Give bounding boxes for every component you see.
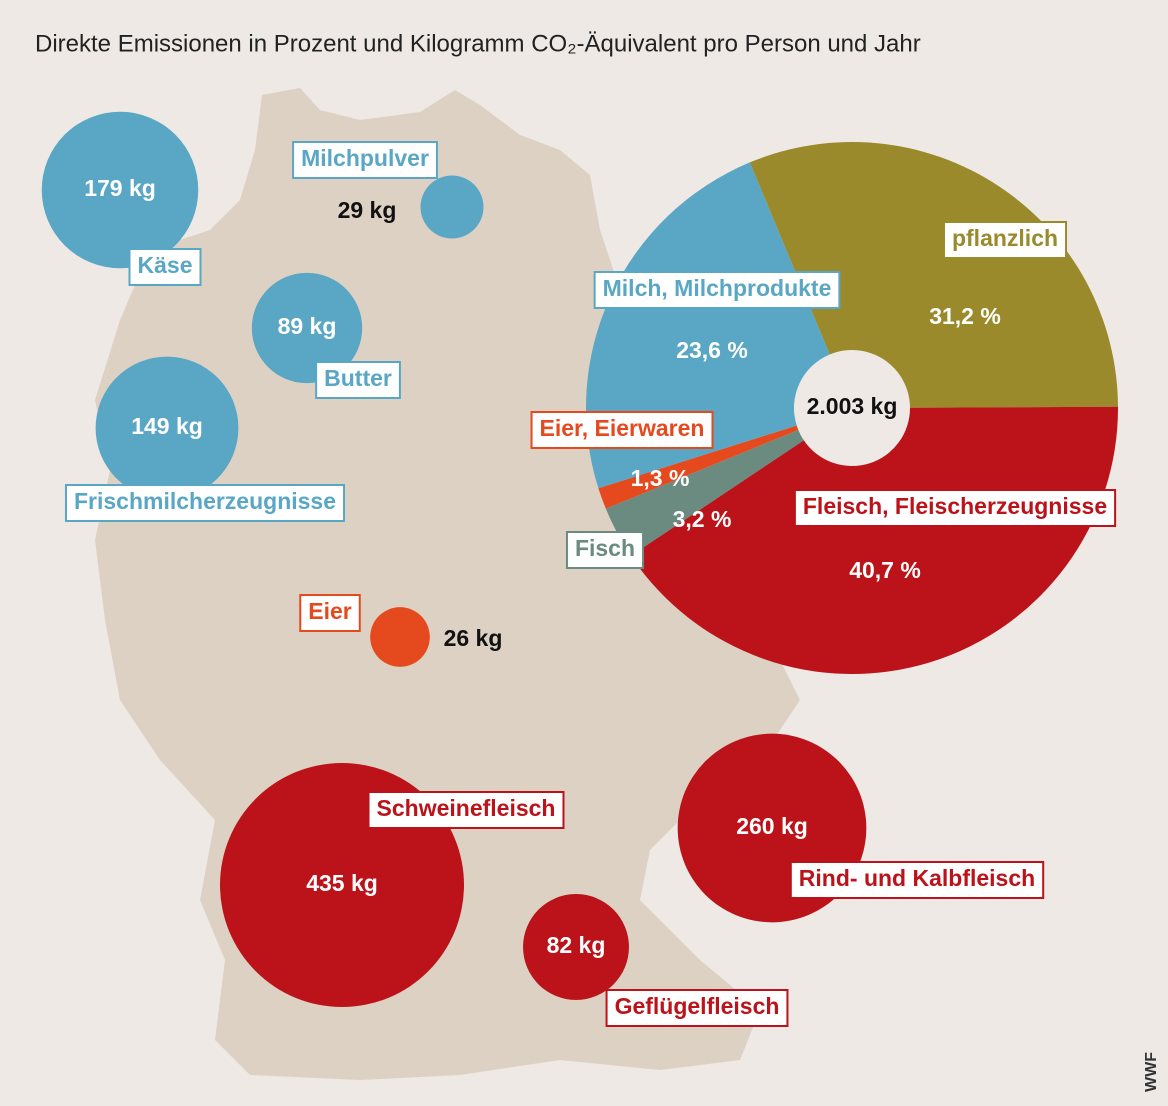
total-label: 2.003 kg: [807, 393, 898, 419]
bubble: [41, 111, 199, 269]
label-box: [789, 861, 1045, 899]
category-label: Milchpulver: [301, 145, 429, 171]
category-label: Milch, Milchprodukte: [603, 275, 832, 301]
label-box: [605, 989, 789, 1027]
pie-slice: [630, 406, 1118, 674]
category-label: pflanzlich: [952, 225, 1058, 251]
category-label: Rind- und Kalbfleisch: [799, 865, 1035, 891]
pie-slice: [598, 425, 799, 509]
label-box: [367, 791, 565, 829]
value-label: 260 kg: [736, 813, 808, 839]
label-box: [793, 489, 1117, 527]
label-box: [530, 411, 714, 449]
value-label: 3,2 %: [673, 506, 732, 532]
category-label: Frischmilcherzeugnisse: [74, 488, 336, 514]
category-label: Eier, Eierwaren: [540, 415, 705, 441]
pie-slice: [586, 162, 830, 489]
bubble: [370, 607, 430, 667]
value-label: 1,3 %: [631, 465, 690, 491]
label-box: [128, 248, 202, 286]
value-label: 23,6 %: [676, 337, 748, 363]
category-label: Schweinefleisch: [377, 795, 556, 821]
category-label: Geflügelfleisch: [615, 993, 780, 1019]
category-label: Käse: [138, 252, 193, 278]
value-label: 29 kg: [338, 197, 397, 223]
value-label: 31,2 %: [929, 303, 1001, 329]
category-label: Eier: [308, 598, 352, 624]
bubble: [420, 175, 484, 239]
label-box: [64, 484, 346, 522]
bubble: [95, 356, 239, 500]
pie-slice: [605, 429, 804, 556]
label-box: [292, 141, 438, 179]
source: WWF: [1143, 1052, 1160, 1092]
value-label: 26 kg: [444, 625, 503, 651]
value-label: 179 kg: [84, 175, 156, 201]
category-label: Butter: [324, 365, 392, 391]
label-box: [593, 271, 841, 309]
value-label: 149 kg: [131, 413, 203, 439]
value-label: 89 kg: [278, 313, 337, 339]
value-label: 40,7 %: [849, 557, 921, 583]
category-label: Fleisch, Fleischerzeugnisse: [803, 493, 1107, 519]
bubble: [251, 272, 363, 384]
title: Direkte Emissionen in Prozent und Kilogr…: [35, 30, 921, 57]
label-box: [942, 221, 1068, 259]
label-box: [565, 531, 645, 569]
value-label: 435 kg: [306, 870, 378, 896]
label-box: [299, 594, 361, 632]
bubble: [523, 894, 629, 1000]
value-label: 82 kg: [547, 932, 606, 958]
label-box: [315, 361, 401, 399]
pie-slice: [749, 141, 1118, 408]
category-label: Fisch: [575, 535, 635, 561]
